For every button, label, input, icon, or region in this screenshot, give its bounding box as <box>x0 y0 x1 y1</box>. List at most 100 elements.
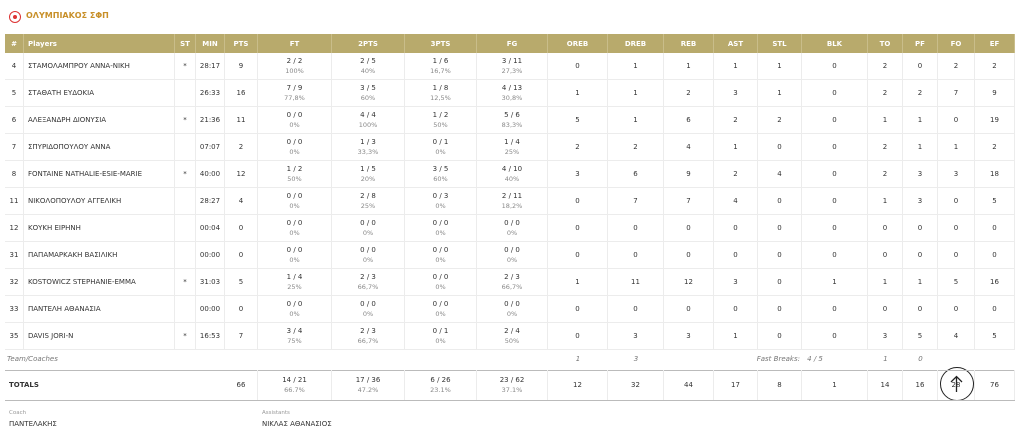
cell-value: 0 <box>917 251 923 259</box>
percentage: 66.7% <box>284 386 305 394</box>
percentage: 60% <box>433 175 448 183</box>
table-cell: 00:04 <box>196 215 225 242</box>
cell-value: 0 <box>777 224 782 232</box>
percentage: 0% <box>435 337 446 345</box>
cell-value: 00:00 <box>199 305 221 313</box>
totals-cell: 17 / 36 47.2% <box>332 370 405 400</box>
header-text: # <box>11 39 17 48</box>
made-attempted: 0 / 0 <box>432 219 449 227</box>
made-attempted: 1 / 2 <box>286 165 303 173</box>
table-cell: 1 <box>714 53 758 80</box>
cell-value: ΣΤΑΘΑΤΗ ΕΥΔΟΚΙΑ <box>28 89 94 97</box>
cell-value: 40:00 <box>199 170 221 178</box>
percentage: 33,3% <box>357 148 379 156</box>
totals-cell: 14 / 21 66.7% <box>258 370 332 400</box>
cell-value: 0 <box>238 251 244 259</box>
percentage: 50% <box>433 121 448 129</box>
cell-value: 2 <box>992 143 997 151</box>
percentage: 12,5% <box>430 94 451 102</box>
header-text: TO <box>879 39 891 48</box>
team-cell: 0 <box>903 350 938 368</box>
table-cell: 0 <box>714 242 758 269</box>
percentage: 66,7% <box>357 337 379 345</box>
cell-value: ΑΛΕΞΑΝΔΡΗ ΔΙΟΝΥΣΙΑ <box>28 116 107 124</box>
header-text: EF <box>989 39 1000 48</box>
column-header: AST <box>714 34 758 53</box>
column-header: FO <box>938 34 975 53</box>
cell-value: 0 <box>832 89 837 97</box>
cell-value: 0 <box>832 224 837 232</box>
column-header: ST <box>175 34 196 53</box>
table-cell: 0 <box>802 296 868 323</box>
coach-name: ΠΑΝΤΕΛΑΚΗΣ <box>9 420 57 428</box>
table-cell: 2 <box>903 80 938 107</box>
table-cell: 7 <box>938 80 975 107</box>
team-cell: 3 <box>608 350 664 368</box>
cell-value: 0 <box>882 224 888 232</box>
table-cell: 0 <box>714 296 758 323</box>
cell-value: 1 <box>832 278 837 286</box>
table-cell: 12 <box>225 161 258 188</box>
table-cell: 8 <box>5 161 24 188</box>
header-text: BLK <box>826 39 843 48</box>
table-cell: 16 <box>975 269 1015 296</box>
cell-value: 0 <box>917 224 923 232</box>
cell-value: 0 <box>832 197 837 205</box>
made-attempted: 1 / 3 <box>360 138 376 146</box>
column-header: OREB <box>548 34 608 53</box>
cell-value: 16 <box>990 278 999 286</box>
percentage: 66,7% <box>501 283 523 291</box>
percentage: 25% <box>287 283 302 291</box>
table-cell: 21:36 <box>196 107 225 134</box>
cell-value: 1 <box>633 89 638 97</box>
table-cell: 3 / 5 60% <box>332 80 405 107</box>
cell-value: * <box>183 62 187 70</box>
cell-value: 0 <box>953 197 959 205</box>
cell-value: 1 <box>953 143 959 151</box>
table-cell: 0 <box>903 53 938 80</box>
cell-value: 32 <box>9 278 19 286</box>
table-cell: 4 <box>664 134 714 161</box>
table-cell <box>175 80 196 107</box>
table-cell: 1 / 4 25% <box>258 269 332 296</box>
percentage: 25% <box>360 202 376 210</box>
table-cell: 0 <box>802 134 868 161</box>
table-cell: 1 <box>608 80 664 107</box>
table-cell: 3 / 4 75% <box>258 323 332 350</box>
table-cell: 0 / 0 0% <box>477 242 548 269</box>
cell-value: 1 <box>733 332 738 340</box>
cell-value: ΚΟΥΚΗ ΕΙΡΗΝΗ <box>28 224 81 232</box>
table-cell: 6 <box>608 161 664 188</box>
made-attempted: 3 / 5 <box>360 84 376 92</box>
table-cell: 4 <box>225 188 258 215</box>
table-cell <box>175 296 196 323</box>
made-attempted: 0 / 1 <box>432 327 449 335</box>
table-cell: 0 / 0 0% <box>405 242 477 269</box>
header-text: Players <box>28 39 57 48</box>
table-cell: 1 <box>903 107 938 134</box>
made-attempted: 0 / 0 <box>286 246 303 254</box>
made-attempted: 4 / 4 <box>360 111 376 119</box>
table-cell: 3 / 11 27,3% <box>477 53 548 80</box>
table-cell: 0 <box>548 323 608 350</box>
cell-value: 0 <box>575 224 580 232</box>
cell-value: 31:03 <box>199 278 221 286</box>
table-cell: 0 <box>664 215 714 242</box>
team-cell: 1 <box>548 350 608 368</box>
table-cell: 1 <box>758 53 802 80</box>
table-cell: 0 <box>868 296 903 323</box>
table-cell: 2 / 2 100% <box>258 53 332 80</box>
made-attempted: 2 / 11 <box>501 192 523 200</box>
cell-value: 9 <box>686 170 691 178</box>
cell-value: 2 <box>882 143 888 151</box>
table-cell: 7 / 9 77,8% <box>258 80 332 107</box>
table-cell: 1 <box>868 188 903 215</box>
cell-value: 0 <box>777 143 782 151</box>
made-attempted: 1 / 8 <box>432 84 449 92</box>
table-cell: 9 <box>225 53 258 80</box>
cell-value: 16 <box>236 89 246 97</box>
cell-value: 0 <box>953 251 959 259</box>
table-cell: 4 <box>758 161 802 188</box>
table-cell: 0 <box>548 53 608 80</box>
percentage: 0% <box>289 256 300 264</box>
